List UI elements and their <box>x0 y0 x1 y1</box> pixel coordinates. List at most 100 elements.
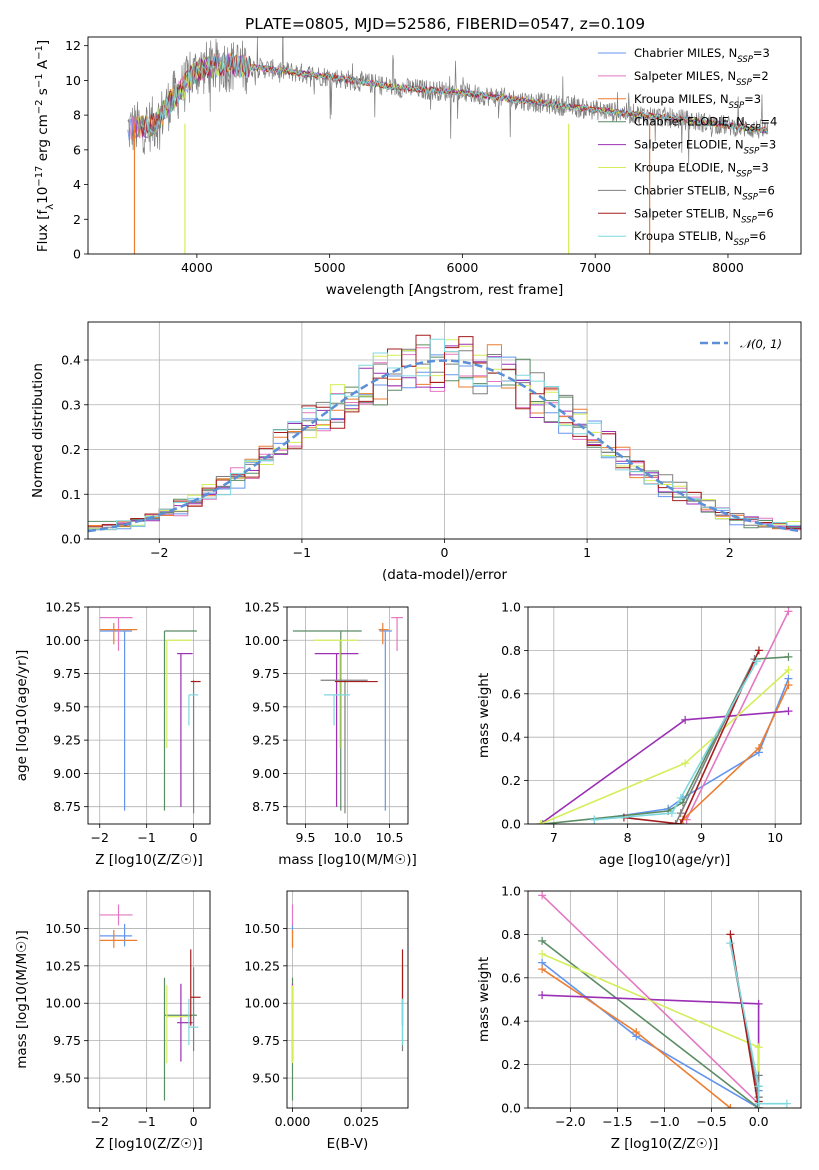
legend-label-sub: SSP <box>737 55 753 65</box>
weight-marker <box>754 744 763 753</box>
weight-marker <box>784 607 793 616</box>
legend-label: Chabrier ELODIE, NSSP=4 <box>634 115 777 134</box>
x-tick-label: 7000 <box>579 260 611 275</box>
legend-label-part: Salpeter MILES, N <box>634 69 736 83</box>
y-axis-label: mass [log10(M/M☉)] <box>14 930 30 1069</box>
x-tick-label: 8000 <box>712 260 744 275</box>
legend-label-part: Salpeter STELIB, N <box>634 206 741 220</box>
weight-line <box>623 650 760 824</box>
y-axis-label-part: −17 <box>34 166 45 187</box>
axes-frame <box>87 36 802 255</box>
axes-frame <box>286 606 409 825</box>
x-tick-label: 6000 <box>447 260 479 275</box>
y-axis-label-part: λ <box>45 204 56 210</box>
x-tick-label: −2 <box>91 830 109 845</box>
axes-frame <box>286 890 409 1109</box>
y-tick-label: 0.0 <box>501 1101 521 1116</box>
x-tick-label: 0 <box>441 545 449 560</box>
y-axis-label-part: 10 <box>35 187 51 204</box>
y-tick-label: 2 <box>73 212 81 227</box>
weight-marker <box>536 820 545 824</box>
y-tick-label: 0.2 <box>501 773 521 788</box>
legend-label-part: =2 <box>752 69 769 83</box>
weight-marker <box>754 1082 763 1091</box>
y-tick-label: 0.4 <box>501 730 521 745</box>
y-tick-label: 10.00 <box>45 633 81 648</box>
y-tick-label: 4 <box>73 177 81 192</box>
x-axis-label: age [log10(age/yr)] <box>599 852 731 868</box>
spectrum-model-line <box>143 52 768 136</box>
weight-marker <box>726 1104 735 1108</box>
legend-label: Kroupa STELIB, NSSP=6 <box>634 229 766 248</box>
weight-marker <box>784 707 793 716</box>
axes-frame <box>87 321 802 540</box>
weight-marker <box>784 652 793 661</box>
plot-area <box>88 334 801 533</box>
legend-label-part: Kroupa STELIB, N <box>634 229 734 243</box>
weight-line <box>729 942 787 1105</box>
plot-area <box>291 904 404 1101</box>
y-axis-label: Flux [fλ10−17 erg cm−2 s−1 A−1] <box>34 40 56 252</box>
weight-marker <box>754 646 763 655</box>
y-tick-label: 0.0 <box>501 817 521 832</box>
y-axis-label-part: −1 <box>34 73 45 88</box>
legend-label-part: Chabrier STELIB, N <box>634 183 742 197</box>
legend-label-sub: SSP <box>736 170 752 180</box>
figure-title: PLATE=0805, MJD=52586, FIBERID=0547, z=0… <box>245 15 645 33</box>
legend-label-sub: SSP <box>745 124 761 134</box>
legend-label: 𝒩(0, 1) <box>740 337 782 351</box>
legend-label-part: =3 <box>759 138 776 152</box>
x-tick-label: −1 <box>293 545 311 560</box>
legend-label-part: =6 <box>758 183 775 197</box>
y-tick-label: 0.8 <box>501 927 521 942</box>
legend-label: Chabrier STELIB, NSSP=6 <box>634 183 775 202</box>
y-axis-label-part: ] <box>35 40 51 45</box>
y-tick-label: 12 <box>65 38 81 53</box>
legend-label-part: Chabrier ELODIE, N <box>634 115 745 129</box>
x-tick-label: 0.0 <box>749 1114 769 1129</box>
legend-label-part: =6 <box>757 206 774 220</box>
weight-marker <box>784 665 793 674</box>
panel-spectrum: 4000 5000 6000 7000 8000 0 2 4 6 8 10 12 wavelength … <box>34 36 802 298</box>
y-tick-label: 10.25 <box>244 600 280 615</box>
legend-label-part: =4 <box>760 115 777 129</box>
y-tick-label: 9.75 <box>53 666 81 681</box>
x-tick-label: 10.5 <box>376 830 404 845</box>
plot-area <box>292 617 403 814</box>
x-tick-label: −1 <box>137 830 155 845</box>
plot-area <box>99 904 201 1101</box>
y-axis-label-part: Flux [f <box>35 209 51 253</box>
weight-marker <box>782 1099 791 1108</box>
weight-marker <box>752 657 761 666</box>
legend-label-part: Kroupa ELODIE, N <box>634 161 736 175</box>
weight-marker <box>538 965 547 974</box>
y-tick-label: 10.00 <box>244 996 280 1011</box>
x-tick-label: 7 <box>550 830 558 845</box>
y-tick-label: 0.3 <box>61 397 81 412</box>
weight-marker <box>538 991 547 1000</box>
legend-label: Salpeter ELODIE, NSSP=3 <box>634 138 776 157</box>
y-tick-label: 10.50 <box>244 921 280 936</box>
y-tick-label: 9.25 <box>252 733 280 748</box>
x-tick-label: 9 <box>697 830 705 845</box>
weight-marker <box>538 891 547 900</box>
x-tick-label: 2 <box>726 545 734 560</box>
y-tick-label: 10.00 <box>45 996 81 1011</box>
x-tick-label: 4000 <box>181 260 213 275</box>
y-axis-label-part: s <box>35 88 51 99</box>
y-tick-label: 8 <box>73 108 81 123</box>
legend-label-part: Kroupa MILES, N <box>634 92 729 106</box>
legend-label: Kroupa MILES, NSSP=3 <box>634 92 761 111</box>
x-axis-label: mass [log10(M/M☉)] <box>278 852 417 868</box>
weight-marker <box>590 815 599 824</box>
weight-line <box>594 660 758 821</box>
y-tick-label: 9.50 <box>53 1071 81 1086</box>
legend-label: Salpeter MILES, NSSP=2 <box>634 69 769 88</box>
weight-marker <box>538 949 547 958</box>
x-tick-label: 5000 <box>314 260 346 275</box>
weight-marker <box>754 999 763 1008</box>
y-tick-label: 9.00 <box>252 766 280 781</box>
weight-marker <box>754 1043 763 1052</box>
weight-marker <box>754 1099 763 1108</box>
